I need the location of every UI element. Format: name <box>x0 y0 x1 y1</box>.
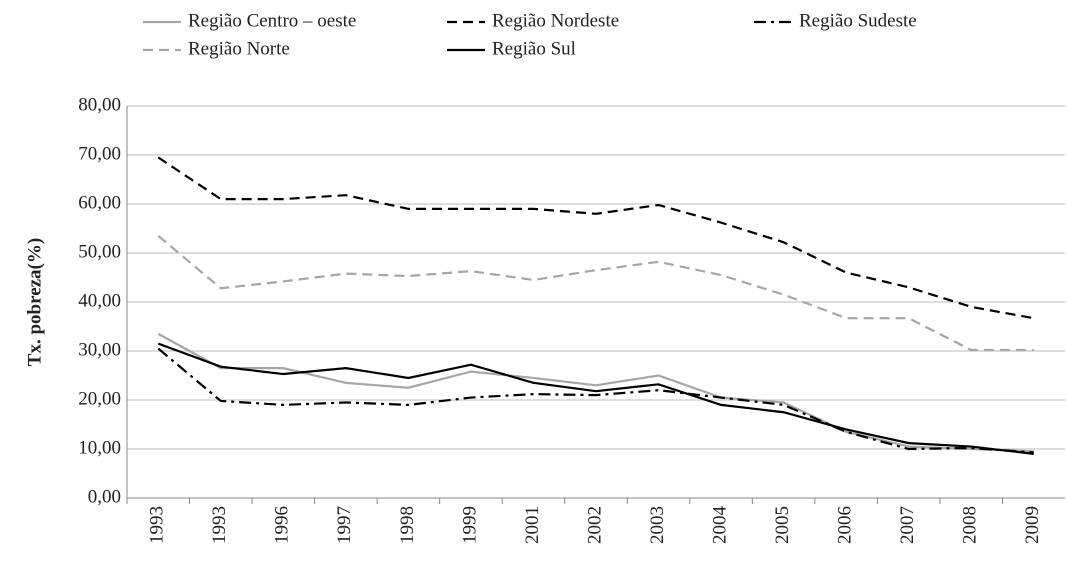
y-tick-label: 10,00 <box>78 437 121 458</box>
x-tick-label: 2007 <box>897 506 918 544</box>
x-tick-label: 2009 <box>1022 506 1043 544</box>
legend-label: Região Centro – oeste <box>188 10 356 31</box>
x-tick-label: 2004 <box>709 506 730 545</box>
legend-label: Região Norte <box>188 38 290 59</box>
y-tick-label: 70,00 <box>78 143 121 164</box>
y-tick-label: 80,00 <box>78 94 121 115</box>
y-tick-label: 60,00 <box>78 192 121 213</box>
series-line <box>157 156 1034 320</box>
series-line <box>157 342 1034 455</box>
x-tick-label: 1993 <box>209 506 230 544</box>
x-tick-label: 1999 <box>459 506 480 544</box>
x-tick-label: 1997 <box>334 506 355 544</box>
y-tick-label: 50,00 <box>78 241 121 262</box>
legend-label: Região Sudeste <box>799 10 917 31</box>
x-tick-label: 2003 <box>647 506 668 544</box>
x-tick-label: 1996 <box>272 506 293 544</box>
y-axis-label: Tx. pobreza(%) <box>24 238 45 366</box>
x-tick-label: 2005 <box>772 506 793 544</box>
x-tick-label: 1993 <box>147 506 168 544</box>
x-tick-label: 1998 <box>397 506 418 544</box>
x-tick-label: 2001 <box>522 506 543 544</box>
y-tick-label: 20,00 <box>78 388 121 409</box>
legend-label: Região Nordeste <box>492 10 619 31</box>
y-tick-label: 40,00 <box>78 290 121 311</box>
x-tick-label: 2002 <box>584 506 605 544</box>
x-tick-label: 2006 <box>834 506 855 544</box>
x-tick-label: 2008 <box>960 506 981 544</box>
y-tick-label: 0,00 <box>88 486 121 507</box>
legend-label: Região Sul <box>492 38 576 59</box>
series-line <box>157 235 1034 352</box>
series-line <box>157 347 1034 454</box>
y-tick-label: 30,00 <box>78 339 121 360</box>
